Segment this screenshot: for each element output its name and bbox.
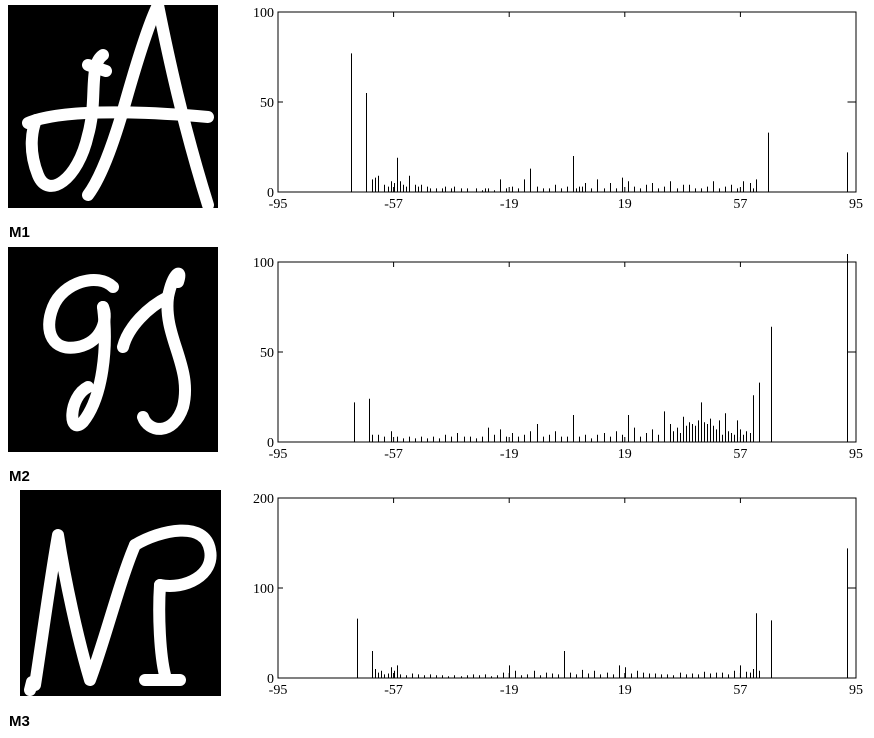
histogram-m3: -95 -57 -19 19 57 95 0 100 200: [238, 490, 868, 706]
histogram-m2: -95 -57 -19 19 57 95 0 50 100: [238, 254, 868, 470]
y-tick-label: 100: [253, 6, 274, 21]
x-tick-label: 19: [618, 447, 632, 462]
x-tick-label: -19: [500, 447, 519, 462]
x-tick-label: 19: [618, 683, 632, 698]
histogram-m1: -95 -57 -19 19 57 95 0 50 100: [238, 4, 868, 220]
x-tick-label: -19: [500, 197, 519, 212]
x-tick-label: -57: [384, 683, 403, 698]
x-tick-label: -57: [384, 197, 403, 212]
plot-frame: [277, 261, 857, 443]
histogram-m3-svg: -95 -57 -19 19 57 95 0 100 200: [253, 492, 863, 698]
x-tick-label: 57: [733, 447, 747, 462]
signature-image-m2: [8, 247, 218, 452]
x-tick-label: 95: [849, 197, 863, 212]
y-tick-label: 100: [253, 256, 274, 271]
x-tick-label: 19: [618, 197, 632, 212]
sample-label-m3: M3: [9, 713, 30, 730]
y-tick-label: 0: [267, 186, 274, 201]
histogram-m1-svg: -95 -57 -19 19 57 95 0 50 100: [253, 6, 863, 212]
x-tick-label: 95: [849, 447, 863, 462]
sample-label-m1: M1: [9, 224, 30, 241]
x-tick-label: -95: [269, 683, 288, 698]
histogram-m2-svg: -95 -57 -19 19 57 95 0 50 100: [253, 254, 863, 462]
x-tick-label: -95: [269, 197, 288, 212]
y-tick-label: 100: [253, 582, 274, 597]
plot-frame: [277, 11, 857, 193]
signature-image-m1: [8, 5, 218, 208]
x-tick-label: -19: [500, 683, 519, 698]
y-tick-label: 50: [260, 96, 274, 111]
signature-image-m3: [20, 490, 221, 696]
x-tick-label: -95: [269, 447, 288, 462]
sample-label-m2: M2: [9, 468, 30, 485]
x-tick-label: 57: [733, 197, 747, 212]
x-tick-label: 95: [849, 683, 863, 698]
y-tick-label: 50: [260, 346, 274, 361]
y-tick-label: 0: [267, 436, 274, 451]
signature-strokes-m2: [43, 267, 192, 435]
y-tick-label: 200: [253, 492, 274, 507]
plot-frame: [277, 497, 857, 679]
signature-strokes-m3: [24, 524, 217, 696]
y-tick-label: 0: [267, 672, 274, 687]
x-tick-label: -57: [384, 447, 403, 462]
signature-strokes-m1: [22, 5, 214, 208]
x-tick-label: 57: [733, 683, 747, 698]
